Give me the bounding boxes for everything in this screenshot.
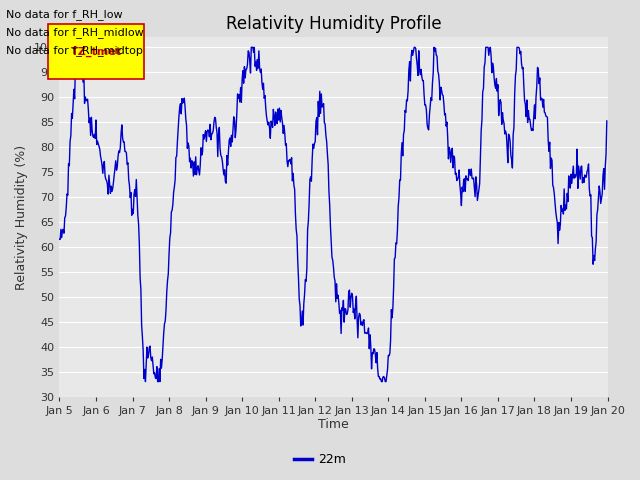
Y-axis label: Relativity Humidity (%): Relativity Humidity (%): [15, 144, 28, 289]
Text: TZ_tmet: TZ_tmet: [70, 46, 122, 57]
Legend: 22m: 22m: [289, 448, 351, 471]
X-axis label: Time: Time: [318, 419, 349, 432]
Title: Relativity Humidity Profile: Relativity Humidity Profile: [226, 15, 442, 33]
Text: No data for f_RH_low: No data for f_RH_low: [6, 9, 123, 20]
Text: No data for f_RH_midlow: No data for f_RH_midlow: [6, 27, 144, 38]
Text: No data for f_RH_midtop: No data for f_RH_midtop: [6, 45, 143, 56]
